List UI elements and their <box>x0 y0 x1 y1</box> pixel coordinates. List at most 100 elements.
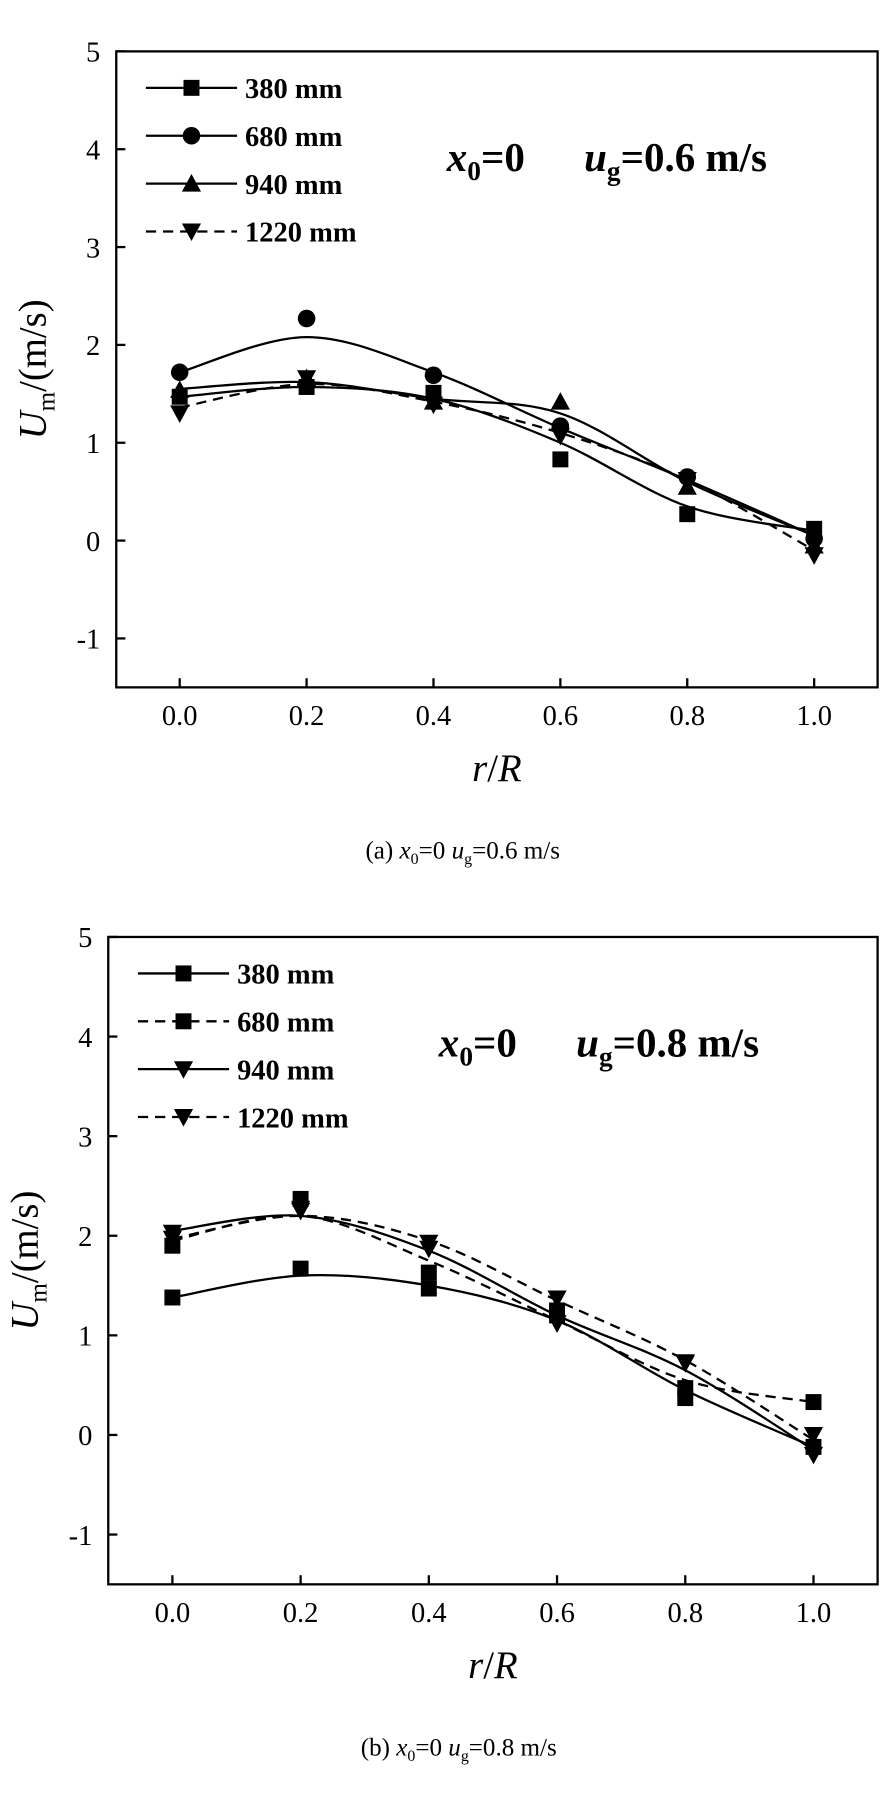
x-tick-label: 0.6 <box>539 1598 575 1629</box>
data-point <box>552 451 569 468</box>
text-part: x <box>446 134 468 180</box>
y-tick-label: 5 <box>86 38 100 69</box>
legend-label: 1220 mm <box>245 218 357 249</box>
text-part: u <box>576 1020 599 1066</box>
text-part: 0 <box>411 851 419 868</box>
fit-curve <box>179 382 815 552</box>
series-380mm: 380 mm <box>137 960 822 1455</box>
text-part: =0.8 m/s <box>469 1734 557 1761</box>
data-point <box>547 1290 567 1309</box>
fit-curve <box>172 1214 815 1441</box>
text-part: u <box>448 1734 461 1761</box>
condition-annotation: x0=0 ug=0.8 m/s <box>438 1020 759 1072</box>
data-point <box>420 1264 437 1281</box>
y-tick-label: 4 <box>78 1023 92 1054</box>
legend-marker <box>182 126 201 145</box>
data-point <box>170 380 190 398</box>
series-940mm: 940 mm <box>137 1055 824 1451</box>
text-part: g <box>599 1042 613 1072</box>
plot-frame <box>107 935 879 1586</box>
y-tick-label: 2 <box>78 1222 92 1253</box>
text-part: /(m/s) <box>12 299 55 392</box>
text-part: u <box>452 837 465 864</box>
data-point <box>804 547 824 565</box>
text-part: U <box>12 408 55 439</box>
text-part: 0 <box>467 156 481 186</box>
fit-curve <box>179 335 815 537</box>
text-part: r <box>468 1644 484 1687</box>
text-part: (a) <box>365 837 399 864</box>
legend-label: 680 mm <box>237 1008 335 1039</box>
x-tick-label: 0.4 <box>416 701 452 732</box>
legend-marker <box>173 1109 194 1127</box>
legend-marker <box>175 1013 192 1030</box>
panel-caption: (b) x0=0 ug=0.8 m/s <box>361 1734 557 1765</box>
x-tick-label: 0.4 <box>411 1598 447 1629</box>
text-part: =0 <box>415 1734 448 1761</box>
x-tick-label: 0.0 <box>162 701 198 732</box>
data-point <box>297 309 316 328</box>
text-part: g <box>607 156 621 186</box>
legend-label: 680 mm <box>245 122 343 153</box>
text-part: =0.6 m/s <box>472 837 560 864</box>
data-point <box>297 370 317 388</box>
text-part: =0 <box>473 1020 517 1066</box>
data-point <box>679 506 696 523</box>
text-part: =0.6 m/s <box>621 134 767 180</box>
text-part: x <box>395 1734 407 1761</box>
text-part: g <box>464 851 472 868</box>
text-part: / <box>487 747 498 790</box>
data-point <box>547 1315 567 1333</box>
y-tick-label: 1 <box>78 1322 92 1353</box>
data-point <box>170 363 189 382</box>
series-940mm: 940 mm <box>145 170 824 554</box>
x-tick-label: 1.0 <box>796 701 832 732</box>
y-tick-label: 3 <box>86 233 100 264</box>
x-tick-label: 0.2 <box>289 701 325 732</box>
y-tick-label: 2 <box>86 331 100 362</box>
text-part: g <box>461 1748 469 1765</box>
data-point <box>162 1230 182 1249</box>
y-tick-label: 5 <box>78 923 92 954</box>
text-part: =0 <box>481 134 525 180</box>
y-tick-label: 3 <box>78 1122 92 1153</box>
x-tick-label: 0.8 <box>667 1598 703 1629</box>
data-point <box>803 1446 824 1465</box>
legend-marker <box>173 1061 194 1079</box>
data-point <box>675 1354 695 1372</box>
text-part: =0.8 m/s <box>613 1020 759 1066</box>
text-part: m <box>34 391 61 411</box>
text-part: / <box>483 1644 494 1687</box>
fit-curve <box>172 1214 815 1451</box>
legend-label: 1220 mm <box>237 1103 349 1134</box>
data-point <box>423 396 444 415</box>
data-point <box>805 1394 822 1411</box>
legend-marker <box>181 223 202 242</box>
series-680mm: 680 mm <box>137 1008 822 1411</box>
legend-marker <box>175 965 192 982</box>
plot-frame <box>115 50 879 689</box>
data-point <box>550 427 570 446</box>
condition-annotation: x0=0 ug=0.6 m/s <box>446 134 767 186</box>
y-tick-label: 0 <box>86 527 100 558</box>
data-point <box>677 471 697 490</box>
text-part: x <box>438 1020 460 1066</box>
fit-curve <box>179 380 815 537</box>
fit-curve <box>172 1273 814 1448</box>
data-point <box>292 1260 309 1277</box>
data-point <box>170 405 190 423</box>
data-point <box>550 392 570 410</box>
series-1220mm: 1220 mm <box>137 1103 824 1465</box>
y-axis-label: Um/(m/s) <box>12 299 61 439</box>
x-tick-label: 0.2 <box>283 1598 319 1629</box>
x-tick-label: 0.8 <box>669 701 705 732</box>
data-point <box>677 1380 694 1397</box>
legend-label: 380 mm <box>245 74 343 105</box>
y-tick-label: 1 <box>86 429 100 460</box>
text-part: m <box>26 1283 53 1303</box>
x-axis-label: r/R <box>468 1644 518 1687</box>
text-part: U <box>4 1300 47 1331</box>
